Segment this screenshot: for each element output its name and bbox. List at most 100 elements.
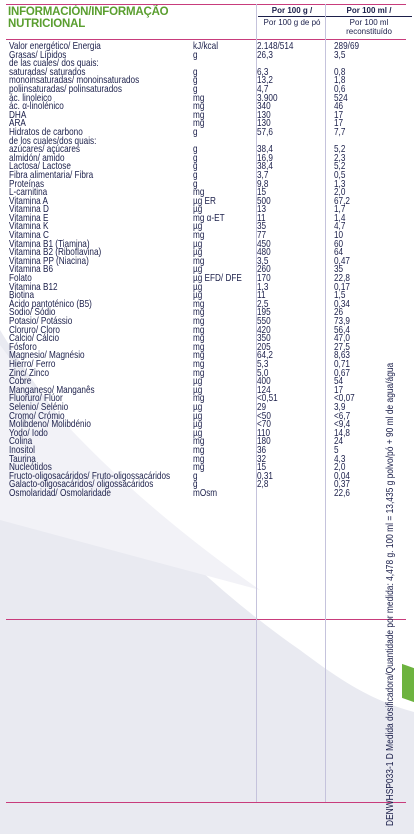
nutrient-unit: mg α-ET xyxy=(193,211,225,224)
value-per-100ml: 56,4 xyxy=(334,323,350,336)
value-per-100g: 38,4 xyxy=(257,160,273,173)
nutrient-unit: mg xyxy=(193,461,205,474)
value-per-100g: 11 xyxy=(257,211,266,224)
table-row: DHA mg 130 17 xyxy=(9,108,389,121)
column-divider-1 xyxy=(256,4,257,802)
table-row: Vitamina D µg 13 1,7 xyxy=(9,203,389,216)
nutrient-unit: g xyxy=(193,48,198,61)
value-per-100g: 11 xyxy=(257,289,266,302)
nutrient-unit: g xyxy=(193,478,198,491)
value-per-100ml: 8,63 xyxy=(334,349,350,362)
value-per-100ml: 289/69 xyxy=(334,40,360,52)
value-per-100g: 2,8 xyxy=(257,478,269,491)
nutrient-name: Cromo/ Crómio xyxy=(9,409,65,422)
table-row: L-carnitina mg 15 2,0 xyxy=(9,186,389,199)
nutrient-unit: mg xyxy=(193,91,205,104)
nutrient-name: Galacto-oligosacáridos/ oligossacáridos xyxy=(9,478,154,491)
nutrient-unit: µg xyxy=(193,220,203,233)
value-per-100ml: 0,04 xyxy=(334,469,350,482)
table-row: Galacto-oligosacáridos/ oligossacáridos g… xyxy=(9,478,389,491)
value-per-100ml: 0,34 xyxy=(334,297,350,310)
value-per-100g: 5,3 xyxy=(257,357,269,370)
col1-line-2: Por 100 g de pó xyxy=(263,18,321,27)
value-per-100ml: 67,2 xyxy=(334,194,350,207)
value-per-100g: 6,3 xyxy=(257,65,269,78)
table-row: Osmolaridad/ Osmolaridade mOsm 22,6 xyxy=(9,486,389,499)
table-row: Molibdeno/ Molibdénio µg <70 <9,4 xyxy=(9,418,389,431)
nutrient-name: Fósforo xyxy=(9,340,37,353)
value-per-100ml: 46 xyxy=(334,100,344,113)
table-row: Vitamina C mg 77 10 xyxy=(9,229,389,242)
green-accent xyxy=(402,663,414,703)
table-row: Yodo/ Iodo µg 110 14,8 xyxy=(9,428,389,438)
nutrient-unit: µg xyxy=(193,246,203,259)
value-per-100ml: 1,4 xyxy=(334,211,346,224)
value-per-100ml: 1,8 xyxy=(334,74,346,87)
value-per-100g: 4,7 xyxy=(257,82,269,95)
value-per-100g: 0,31 xyxy=(257,469,273,482)
table-row: Proteínas g 9,8 1,3 xyxy=(9,178,389,188)
nutrient-unit: µg xyxy=(193,263,203,276)
value-per-100g: 3,7 xyxy=(257,168,269,181)
table-row: Hidratos de carbono g 57,6 7,7 xyxy=(9,127,389,137)
table-row: Fructo-oligosacáridos/ Fruto-oligossacár… xyxy=(9,469,389,482)
nutrient-name: Hierro/ Ferro xyxy=(9,357,56,370)
table-row: Lactosa/ Lactose g 38,4 5,2 xyxy=(9,160,389,173)
nutrient-name: Potasio/ Potássio xyxy=(9,315,73,327)
value-per-100g: <0,51 xyxy=(257,392,278,405)
table-row: Nucleótidos mg 15 2,0 xyxy=(9,461,389,474)
nutrient-name: Biotina xyxy=(9,289,35,302)
column-divider-2 xyxy=(325,4,326,802)
side-note: DENWHSP033-1 D Medida dosificadora/Quant… xyxy=(384,26,396,826)
nutrient-unit: µg xyxy=(193,409,203,422)
value-per-100g: 77 xyxy=(257,229,267,242)
nutrient-unit: mg xyxy=(193,332,205,345)
nutrient-name: Grasas/ Lípidos xyxy=(9,48,67,61)
nutrient-name: de los cuales/dos quais: xyxy=(9,134,97,147)
table-row: Biotina µg 11 1,5 xyxy=(9,289,389,302)
nutrient-unit: g xyxy=(193,160,198,173)
value-per-100ml: <9,4 xyxy=(334,418,351,431)
table-row: Fibra alimentaria/ Fibra g 3,7 0,5 xyxy=(9,168,389,181)
nutrient-name: Vitamina C xyxy=(9,229,49,242)
value-per-100g: 13 xyxy=(257,203,267,216)
table-row: Ácido pantoténico (B5) mg 2,5 0,34 xyxy=(9,297,389,310)
table-row: Manganeso/ Manganês µg 124 17 xyxy=(9,385,389,395)
value-per-100ml: 3,9 xyxy=(334,400,346,413)
title-line-1: INFORMACIÓN/INFORMAÇÃO xyxy=(8,6,169,18)
col2-line-1: Por 100 ml / xyxy=(326,6,412,17)
value-per-100g: 170 xyxy=(257,272,271,285)
value-per-100ml: 24 xyxy=(334,435,344,448)
value-per-100g: 1,3 xyxy=(257,280,269,293)
nutrient-unit: mg xyxy=(193,108,205,121)
table-row: Vitamina K µg 35 4,7 xyxy=(9,220,389,233)
table-row: Valor energético/ Energia kJ/kcal 2.148/51… xyxy=(9,40,389,52)
value-per-100ml: 35 xyxy=(334,263,344,276)
nutrient-unit: mg xyxy=(193,117,205,130)
value-per-100g: 450 xyxy=(257,237,271,250)
nutrient-unit: g xyxy=(193,74,198,87)
nutrient-name: azúcares/ açúcares xyxy=(9,143,81,156)
value-per-100g: 3,5 xyxy=(257,254,269,267)
nutrient-unit: kJ/kcal xyxy=(193,40,219,52)
nutrient-name: Colina xyxy=(9,435,33,448)
value-per-100ml: 0,6 xyxy=(334,82,346,95)
nutrient-name: Nucleótidos xyxy=(9,461,52,474)
nutrient-unit: mg xyxy=(193,315,205,327)
nutrient-name: Vitamina B1 (Tiamina) xyxy=(9,237,90,250)
nutrient-unit: mOsm xyxy=(193,486,218,499)
value-per-100ml: <0,07 xyxy=(334,392,355,405)
nutrient-unit: mg xyxy=(193,349,205,362)
value-per-100g: 15 xyxy=(257,461,267,474)
nutrient-unit: µg xyxy=(193,203,203,216)
value-per-100ml: 64 xyxy=(334,246,344,259)
nutrient-name: Cloruro/ Cloro xyxy=(9,323,60,336)
nutrient-unit: µg xyxy=(193,280,203,293)
value-per-100g: 180 xyxy=(257,435,271,448)
value-per-100g: <70 xyxy=(257,418,271,431)
nutrient-name: L-carnitina xyxy=(9,186,48,199)
value-per-100g: 38,4 xyxy=(257,143,273,156)
bottom-rule xyxy=(6,802,406,803)
side-note-text: DENWHSP033-1 D Medida dosificadora/Quant… xyxy=(384,362,396,826)
nutrient-unit: µg xyxy=(193,418,203,431)
